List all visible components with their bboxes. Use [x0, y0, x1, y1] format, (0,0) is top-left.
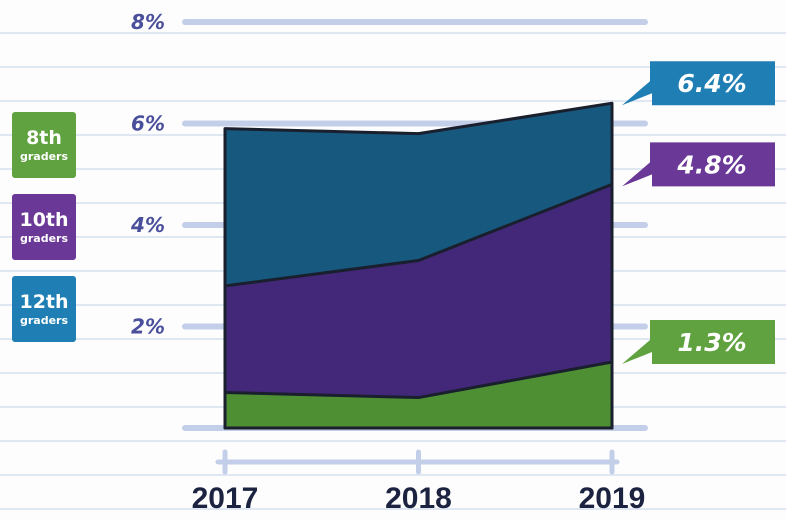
value-callout — [622, 61, 775, 106]
legend-label: 10th graders — [19, 209, 69, 245]
value-label: 4.8% — [676, 150, 746, 179]
value-label: 6.4% — [677, 69, 746, 98]
area — [223, 360, 614, 430]
x-tick-label: 2018 — [385, 482, 452, 515]
legend-item: 10th graders — [12, 194, 76, 260]
y-tick-label: 2% — [131, 315, 165, 339]
value-callout — [622, 320, 775, 365]
x-tick-label: 2017 — [192, 482, 259, 515]
value-callout — [622, 142, 775, 187]
y-tick-label: 6% — [131, 112, 165, 136]
legend: 8th graders 10th graders 12th graders — [12, 112, 92, 358]
legend-item: 8th graders — [12, 112, 76, 178]
y-tick-label: 4% — [130, 213, 165, 237]
value-label: 1.3% — [677, 328, 746, 357]
x-tick-label: 2019 — [579, 482, 646, 515]
legend-label: 12th graders — [19, 291, 69, 327]
legend-item: 12th graders — [12, 276, 76, 342]
y-tick-label: 8% — [131, 10, 165, 34]
legend-label: 8th graders — [19, 127, 69, 163]
